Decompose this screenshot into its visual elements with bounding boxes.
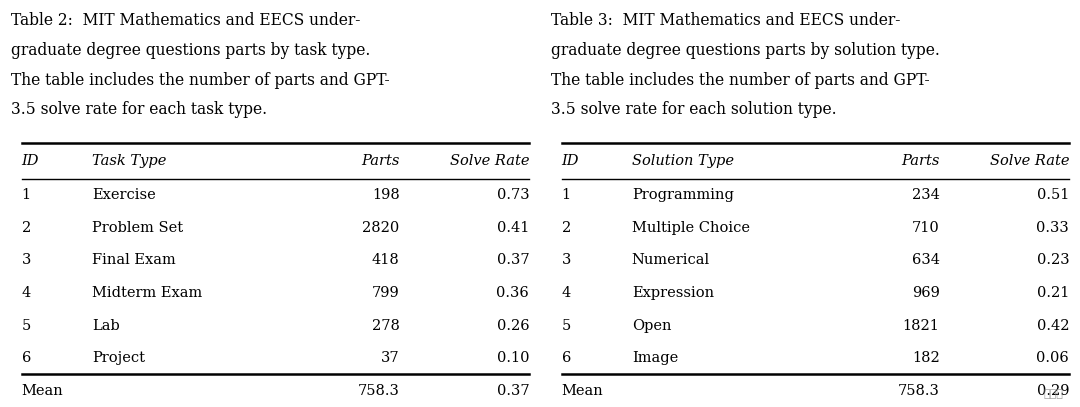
Text: Solution Type: Solution Type: [632, 154, 733, 168]
Text: Problem Set: Problem Set: [92, 221, 183, 235]
Text: 0.37: 0.37: [497, 254, 529, 267]
Text: graduate degree questions parts by task type.: graduate degree questions parts by task …: [11, 42, 370, 59]
Text: 758.3: 758.3: [357, 384, 400, 398]
Text: 758.3: 758.3: [897, 384, 940, 398]
Text: Table 3:  MIT Mathematics and EECS under-: Table 3: MIT Mathematics and EECS under-: [551, 12, 900, 29]
Text: Open: Open: [632, 319, 672, 333]
Text: 0.42: 0.42: [1037, 319, 1069, 333]
Text: 0.26: 0.26: [497, 319, 529, 333]
Text: Numerical: Numerical: [632, 254, 710, 267]
Text: 1: 1: [562, 188, 570, 202]
Text: Exercise: Exercise: [92, 188, 156, 202]
Text: 1: 1: [22, 188, 30, 202]
Text: 418: 418: [372, 254, 400, 267]
Text: 198: 198: [372, 188, 400, 202]
Text: Table 2:  MIT Mathematics and EECS under-: Table 2: MIT Mathematics and EECS under-: [11, 12, 360, 29]
Text: 4: 4: [22, 286, 31, 300]
Text: 710: 710: [912, 221, 940, 235]
Text: Multiple Choice: Multiple Choice: [632, 221, 750, 235]
Text: Project: Project: [92, 351, 145, 365]
Text: 1821: 1821: [903, 319, 940, 333]
Text: graduate degree questions parts by solution type.: graduate degree questions parts by solut…: [551, 42, 940, 59]
Text: 2: 2: [562, 221, 571, 235]
Text: 6: 6: [22, 351, 31, 365]
Text: 3: 3: [562, 254, 571, 267]
Text: 3.5 solve rate for each task type.: 3.5 solve rate for each task type.: [11, 101, 267, 118]
Text: 5: 5: [22, 319, 31, 333]
Text: Solve Rate: Solve Rate: [989, 154, 1069, 168]
Text: 234: 234: [912, 188, 940, 202]
Text: 0.23: 0.23: [1037, 254, 1069, 267]
Text: 5: 5: [562, 319, 571, 333]
Text: The table includes the number of parts and GPT-: The table includes the number of parts a…: [11, 72, 390, 89]
Text: 3: 3: [22, 254, 31, 267]
Text: ID: ID: [562, 154, 579, 168]
Text: ID: ID: [22, 154, 39, 168]
Text: 0.36: 0.36: [497, 286, 529, 300]
Text: 2820: 2820: [363, 221, 400, 235]
Text: 278: 278: [372, 319, 400, 333]
Text: 0.10: 0.10: [497, 351, 529, 365]
Text: 0.06: 0.06: [1037, 351, 1069, 365]
Text: Mean: Mean: [22, 384, 64, 398]
Text: 37: 37: [381, 351, 400, 365]
Text: Mean: Mean: [562, 384, 604, 398]
Text: 969: 969: [912, 286, 940, 300]
Text: Image: Image: [632, 351, 678, 365]
Text: 0.37: 0.37: [497, 384, 529, 398]
Text: Programming: Programming: [632, 188, 733, 202]
Text: Task Type: Task Type: [92, 154, 166, 168]
Text: The table includes the number of parts and GPT-: The table includes the number of parts a…: [551, 72, 930, 89]
Text: 0.73: 0.73: [497, 188, 529, 202]
Text: 799: 799: [372, 286, 400, 300]
Text: Parts: Parts: [901, 154, 940, 168]
Text: 0.51: 0.51: [1037, 188, 1069, 202]
Text: 634: 634: [912, 254, 940, 267]
Text: Solve Rate: Solve Rate: [449, 154, 529, 168]
Text: Parts: Parts: [361, 154, 400, 168]
Text: Lab: Lab: [92, 319, 120, 333]
Text: Expression: Expression: [632, 286, 714, 300]
Text: 0.41: 0.41: [497, 221, 529, 235]
Text: 4: 4: [562, 286, 571, 300]
Text: 0.33: 0.33: [1037, 221, 1069, 235]
Text: 0.21: 0.21: [1037, 286, 1069, 300]
Text: 0.29: 0.29: [1037, 384, 1069, 398]
Text: 182: 182: [912, 351, 940, 365]
Text: Midterm Exam: Midterm Exam: [92, 286, 202, 300]
Text: 量子位: 量子位: [1044, 389, 1064, 399]
Text: 6: 6: [562, 351, 571, 365]
Text: 2: 2: [22, 221, 31, 235]
Text: 3.5 solve rate for each solution type.: 3.5 solve rate for each solution type.: [551, 101, 836, 118]
Text: Final Exam: Final Exam: [92, 254, 176, 267]
